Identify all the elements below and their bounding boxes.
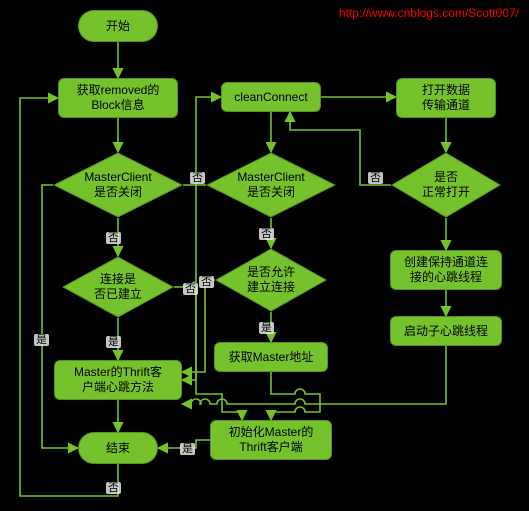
edge-label: 是 [259,322,274,334]
edge-label: 否 [199,276,214,288]
node-label: 是否允许建立连接 [247,265,295,295]
node-allow_conn: 是否允许建立连接 [215,248,327,312]
node-label: MasterClient是否关闭 [237,170,304,200]
edge-label: 是 [34,334,49,346]
node-clean_connect: cleanConnect [221,82,321,112]
node-is_open_ok: 是否正常打开 [391,152,501,218]
node-label: MasterClient是否关闭 [84,170,151,200]
edge-label: 否 [183,283,198,295]
node-thrift_hb: Master的Thrift客户端心跳方法 [54,360,182,400]
node-end: 结束 [78,432,158,464]
edge-label: 是 [106,336,121,348]
node-start_child: 启动子心跳线程 [390,316,502,346]
watermark-url: http://www.cnblogs.com/Scott007/ [339,6,519,20]
edge-label: 是 [180,443,195,455]
flowchart-canvas: http://www.cnblogs.com/Scott007/ 开始获取rem… [0,0,529,511]
node-conn_established: 连接是否已建立 [62,256,174,318]
node-label: 连接是否已建立 [94,272,142,302]
node-mc_closed_1: MasterClient是否关闭 [53,152,183,218]
edge-label: 否 [106,232,121,244]
node-get_removed: 获取removed的Block信息 [58,78,178,118]
edge-get_master_addr-init_thrift [271,372,320,420]
node-get_master_addr: 获取Master地址 [214,342,328,372]
node-mc_closed_2: MasterClient是否关闭 [206,152,336,218]
edge-label: 否 [190,172,205,184]
node-init_thrift: 初始化Master的Thrift客户端 [210,420,332,460]
node-create_hb: 创建保持通道连接的心跳线程 [390,250,502,290]
node-start: 开始 [78,10,158,42]
node-open_channel: 打开数据传输通道 [396,78,496,118]
edge-label: 否 [368,172,383,184]
node-label: 是否正常打开 [422,170,470,200]
edge-label: 否 [259,228,274,240]
edge-label: 否 [106,482,121,494]
